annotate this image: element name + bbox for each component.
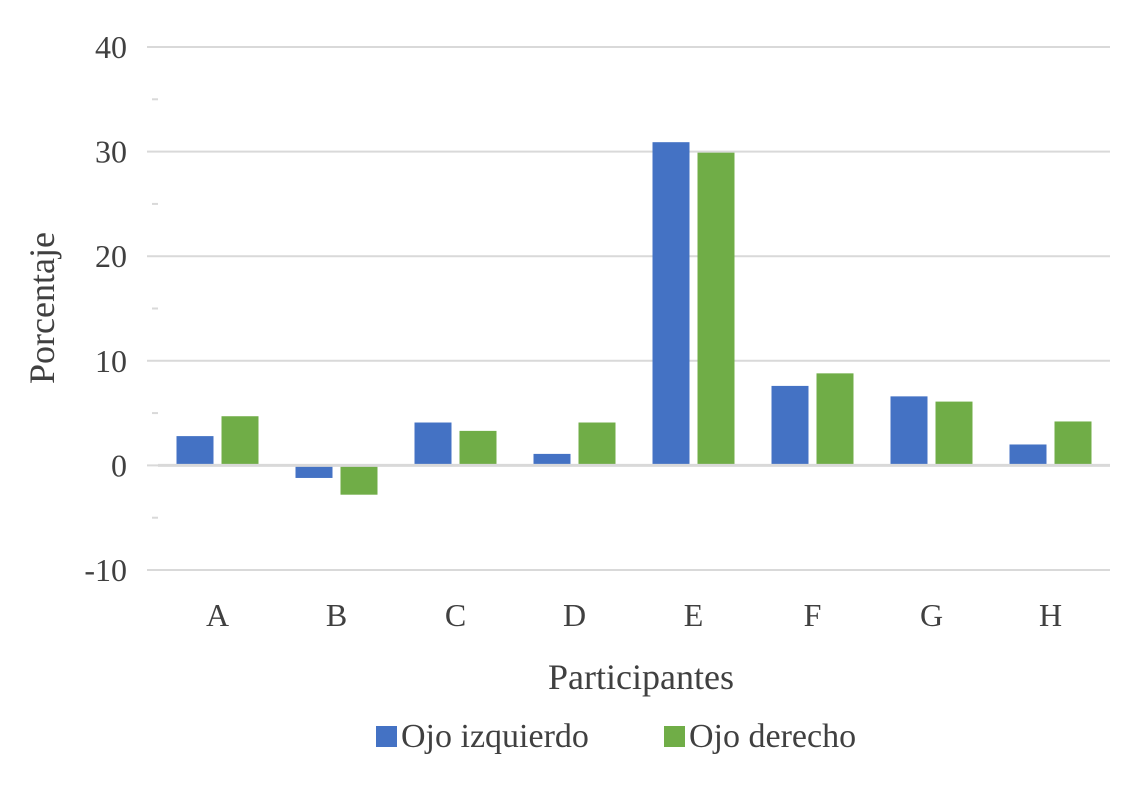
bar-ojo-izquierdo-e <box>652 142 690 466</box>
x-axis-title: Participantes <box>548 657 734 697</box>
bar-ojo-izquierdo-a <box>176 436 214 466</box>
y-tick-label: 0 <box>111 447 127 483</box>
x-tick-label: C <box>445 597 466 633</box>
bar-ojo-izquierdo-f <box>771 385 809 466</box>
x-tick-label: F <box>804 597 822 633</box>
bar-ojo-izquierdo-d <box>533 453 571 466</box>
x-tick-label: G <box>920 597 943 633</box>
x-tick-label: H <box>1039 597 1062 633</box>
bar-ojo-derecho-c <box>459 430 497 466</box>
y-tick-label: -10 <box>84 552 127 588</box>
bar-ojo-derecho-h <box>1054 421 1092 466</box>
x-tick-labels: A B C D E F G H <box>206 597 1062 633</box>
gridlines <box>147 46 1110 571</box>
bar-ojo-izquierdo-g <box>890 396 928 466</box>
x-tick-label: B <box>326 597 347 633</box>
legend-swatch <box>376 726 397 747</box>
bar-ojo-derecho-e <box>697 152 735 466</box>
bar-ojo-derecho-f <box>816 373 854 466</box>
legend-swatch <box>664 726 685 747</box>
legend: Ojo izquierdo Ojo derecho <box>376 718 856 755</box>
legend-label: Ojo izquierdo <box>401 718 589 755</box>
y-tick-labels: -10 0 10 20 30 40 <box>84 29 127 588</box>
x-tick-label: D <box>563 597 586 633</box>
y-tick-label: 30 <box>95 134 127 170</box>
bar-ojo-derecho-d <box>578 422 616 466</box>
bar-ojo-derecho-b <box>340 465 378 495</box>
x-tick-label: A <box>206 597 229 633</box>
bar-ojo-izquierdo-c <box>414 422 452 466</box>
y-tick-label: 20 <box>95 238 127 274</box>
x-tick-label: E <box>684 597 704 633</box>
y-axis-title: Porcentaje <box>22 232 62 384</box>
bar-ojo-derecho-a <box>221 416 259 466</box>
y-tick-label: 10 <box>95 343 127 379</box>
bar-ojo-izquierdo-h <box>1009 444 1047 466</box>
bar-ojo-izquierdo-b <box>295 465 333 478</box>
minor-ticks <box>152 98 158 519</box>
legend-label: Ojo derecho <box>689 718 856 755</box>
bars <box>176 142 1092 495</box>
y-tick-label: 40 <box>95 29 127 65</box>
bar-ojo-derecho-g <box>935 401 973 466</box>
